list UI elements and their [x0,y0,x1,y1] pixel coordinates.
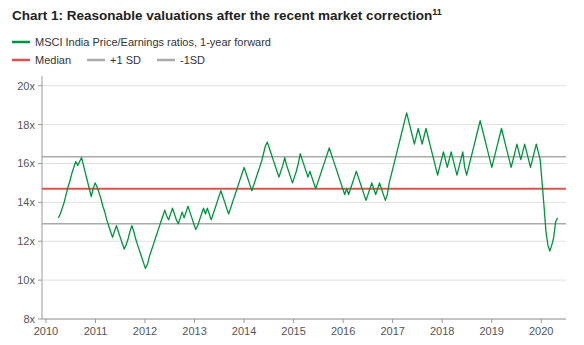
x-tick-label: 2018 [430,325,454,337]
legend-swatch [12,59,30,62]
grid-line [42,280,566,281]
title: Chart 1: Reasonable valuations after the… [12,7,442,23]
page: {"chart_data": { "type": "line", "title"… [0,0,584,345]
y-tick [38,241,42,242]
y-tick [38,319,42,320]
y-tick [38,280,42,281]
grid-line [42,241,566,242]
reference-line [42,188,566,190]
grid [42,86,566,319]
grid-line [42,85,566,86]
x-tick [45,319,46,323]
data-line [58,113,557,269]
x-tick-label: 2019 [479,325,503,337]
legend-swatch [12,41,30,44]
y-tick-label: 18x [17,119,35,131]
x-tick-label: 2011 [84,325,108,337]
y-tick-label: 12x [17,235,35,247]
x-tick [491,319,492,323]
y-tick-label: 10x [17,274,35,286]
x-tick-label: 2010 [34,325,58,337]
x-tick-label: 2014 [232,325,256,337]
title-text: Chart 1: Reasonable valuations after the… [12,8,432,23]
legend-label: Median [35,54,71,66]
x-tick-label: 2017 [380,325,404,337]
x-tick [442,319,443,323]
x-tick [541,319,542,323]
plot-area [42,113,566,269]
grid-line [42,202,566,203]
x-tick-label: 2015 [281,325,305,337]
x-tick [95,319,96,323]
y-tick [38,163,42,164]
reference-line [42,223,566,225]
y-axis-line [42,76,43,319]
y-tick [38,85,42,86]
x-tick-label: 2013 [182,325,206,337]
legend-label: -1SD [180,54,205,66]
x-tick-label: 2016 [331,325,355,337]
x-tick [392,319,393,323]
legend-label: +1 SD [110,54,141,66]
chart: Chart 1: Reasonable valuations after the… [0,0,584,345]
x-tick [293,319,294,323]
x-tick [343,319,344,323]
grid-line [42,319,566,320]
y-tick-label: 20x [17,80,35,92]
y-tick-label: 14x [17,196,35,208]
y-tick-label: 8x [23,313,35,325]
grid-line [42,124,566,125]
y-tick [38,202,42,203]
x-tick [244,319,245,323]
x-tick [194,319,195,323]
x-tick-label: 2012 [133,325,157,337]
legend-label: MSCI India Price/Earnings ratios, 1-year… [35,36,271,48]
x-axis-line [42,319,566,320]
reference-line [42,156,566,158]
x-tick [145,319,146,323]
y-tick [38,124,42,125]
legend-swatch [157,59,175,62]
legend-swatch [87,59,105,62]
x-tick-label: 2020 [529,325,553,337]
title-superscript: 11 [432,7,442,17]
y-tick-label: 16x [17,157,35,169]
